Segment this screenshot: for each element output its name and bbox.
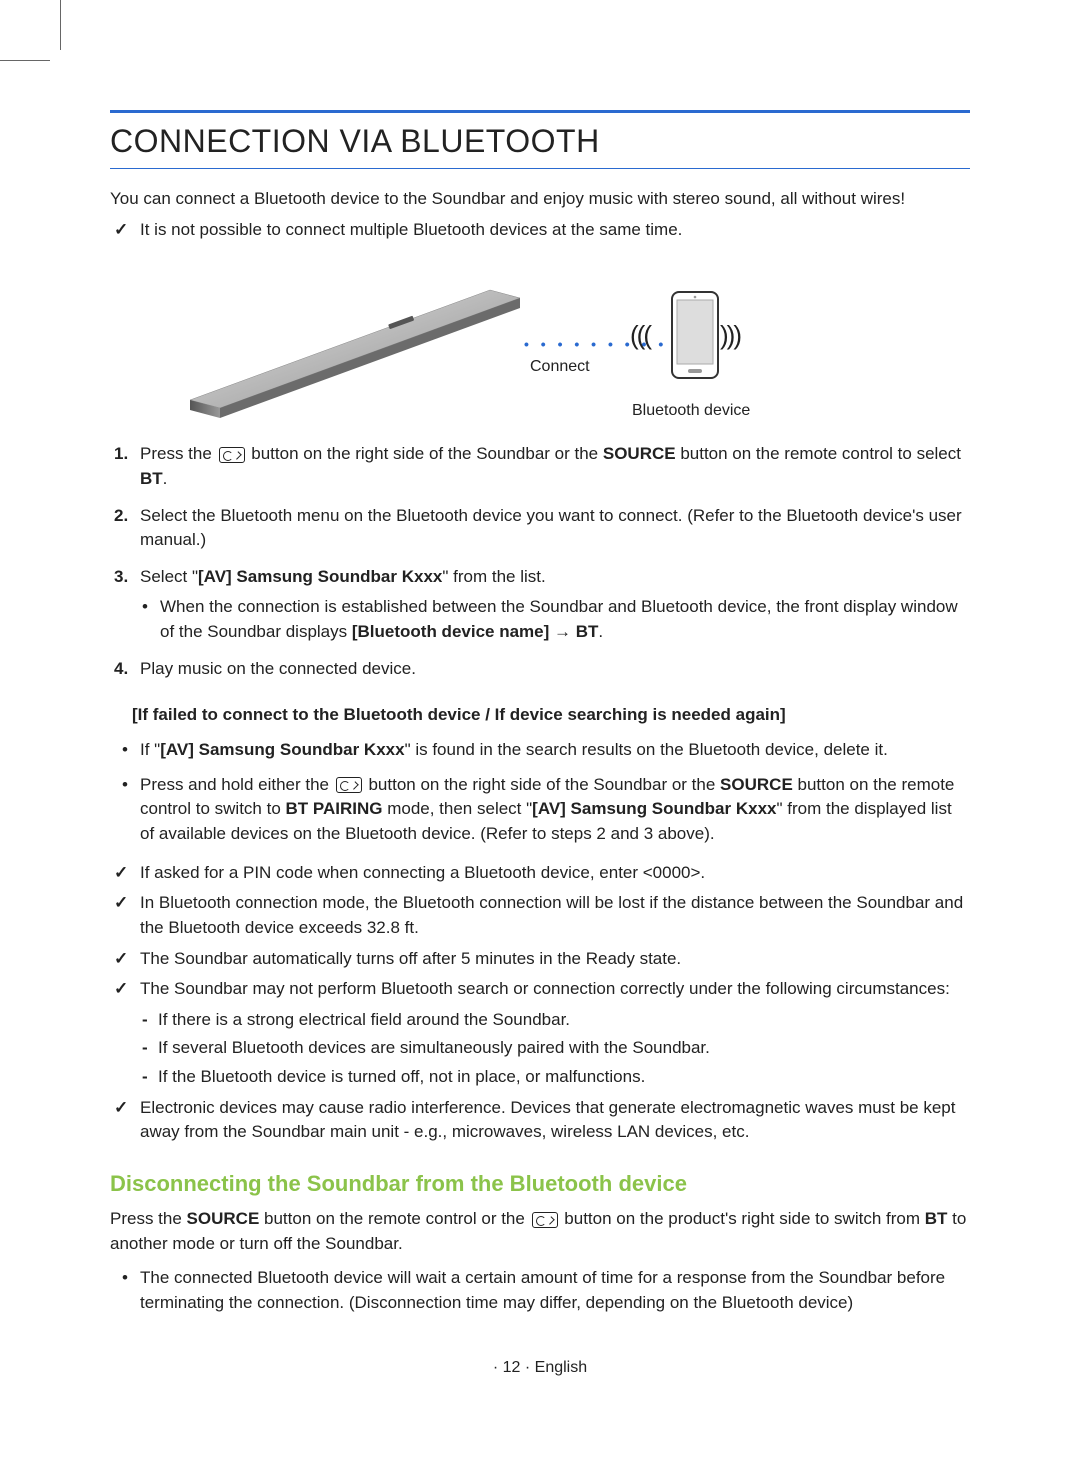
top-notes: It is not possible to connect multiple B… — [110, 218, 970, 243]
note-interference: Electronic devices may cause radio inter… — [110, 1096, 970, 1145]
signal-waves-left: ((( — [630, 320, 650, 351]
note-circumstances: The Soundbar may not perform Bluetooth s… — [110, 977, 970, 1090]
tb2-source: SOURCE — [720, 775, 793, 794]
step-4: Play music on the connected device. — [110, 657, 970, 682]
tb1-a: If " — [140, 740, 160, 759]
step-2: Select the Bluetooth menu on the Bluetoo… — [110, 504, 970, 553]
display-name: [Bluetooth device name] → BT — [352, 622, 599, 641]
crop-mark-v — [60, 0, 61, 50]
circumstances-list: If there is a strong electrical field ar… — [140, 1008, 970, 1090]
dc-b: button on the remote control or the — [259, 1209, 529, 1228]
tb2-d: mode, then select " — [382, 799, 532, 818]
circ-field: If there is a strong electrical field ar… — [140, 1008, 970, 1033]
connection-diagram: • • • • • • • • • • Connect ((( ))) Blue… — [110, 260, 970, 430]
source-icon — [532, 1212, 558, 1228]
phone-illustration — [670, 290, 720, 380]
source-label: SOURCE — [603, 444, 676, 463]
source-icon — [219, 447, 245, 463]
disconnect-notes: The connected Bluetooth device will wait… — [110, 1266, 970, 1315]
tb1-b: " is found in the search results on the … — [405, 740, 888, 759]
title-rule-top — [110, 110, 970, 113]
tb1-name: [AV] Samsung Soundbar Kxxx — [160, 740, 404, 759]
additional-notes: If asked for a PIN code when connecting … — [110, 861, 970, 1145]
step1-text-c: button on the remote control to select — [676, 444, 961, 463]
step3-text-a: Select " — [140, 567, 198, 586]
troubleshoot-heading: [If failed to connect to the Bluetooth d… — [132, 703, 970, 728]
circ-multi: If several Bluetooth devices are simulta… — [140, 1036, 970, 1061]
troubleshoot-list: If "[AV] Samsung Soundbar Kxxx" is found… — [110, 738, 970, 847]
step3-text-b: " from the list. — [442, 567, 545, 586]
tb2-b: button on the right side of the Soundbar… — [364, 775, 720, 794]
tb2-a: Press and hold either the — [140, 775, 334, 794]
step3-sublist: When the connection is established betwe… — [140, 595, 970, 644]
circ-off: If the Bluetooth device is turned off, n… — [140, 1065, 970, 1090]
dc-c: button on the product's right side to sw… — [560, 1209, 925, 1228]
source-icon — [336, 777, 362, 793]
bt-label: BT — [140, 469, 163, 488]
connection-dots: • • • • • • • • • • — [524, 336, 684, 352]
disconnect-text: Press the SOURCE button on the remote co… — [110, 1207, 970, 1256]
c4-text: The Soundbar may not perform Bluetooth s… — [140, 979, 950, 998]
step1-text-d: . — [163, 469, 168, 488]
bt-device-label: Bluetooth device — [632, 402, 750, 420]
tb2-name: [AV] Samsung Soundbar Kxxx — [532, 799, 776, 818]
step3-bullet: When the connection is established betwe… — [140, 595, 970, 644]
tb2-mode: BT PAIRING — [286, 799, 383, 818]
setup-steps: Press the button on the right side of th… — [110, 442, 970, 681]
page-footer: · 12 · English — [110, 1356, 970, 1379]
step-1: Press the button on the right side of th… — [110, 442, 970, 491]
disconnect-wait: The connected Bluetooth device will wait… — [110, 1266, 970, 1315]
crop-mark-h — [0, 60, 50, 61]
note-distance: In Bluetooth connection mode, the Blueto… — [110, 891, 970, 940]
note-pin: If asked for a PIN code when connecting … — [110, 861, 970, 886]
dc-a: Press the — [110, 1209, 187, 1228]
page-title: CONNECTION VIA BLUETOOTH — [110, 123, 970, 166]
soundbar-illustration — [170, 280, 530, 420]
step1-text-a: Press the — [140, 444, 217, 463]
step1-text-b: button on the right side of the Soundbar… — [247, 444, 603, 463]
page-content: CONNECTION VIA BLUETOOTH You can connect… — [110, 110, 970, 1379]
dc-source: SOURCE — [187, 1209, 260, 1228]
intro-text: You can connect a Bluetooth device to th… — [110, 187, 970, 212]
trouble-delete: If "[AV] Samsung Soundbar Kxxx" is found… — [110, 738, 970, 763]
title-rule-bottom — [110, 168, 970, 169]
trouble-hold: Press and hold either the button on the … — [110, 773, 970, 847]
signal-waves-right: ))) — [720, 320, 740, 351]
device-name: [AV] Samsung Soundbar Kxxx — [198, 567, 442, 586]
note-autooff: The Soundbar automatically turns off aft… — [110, 947, 970, 972]
step3-bullet-b: . — [598, 622, 603, 641]
note-single-device: It is not possible to connect multiple B… — [110, 218, 970, 243]
dc-bt: BT — [925, 1209, 948, 1228]
disconnect-heading: Disconnecting the Soundbar from the Blue… — [110, 1171, 970, 1197]
connect-label: Connect — [530, 358, 590, 376]
step-3: Select "[AV] Samsung Soundbar Kxxx" from… — [110, 565, 970, 645]
